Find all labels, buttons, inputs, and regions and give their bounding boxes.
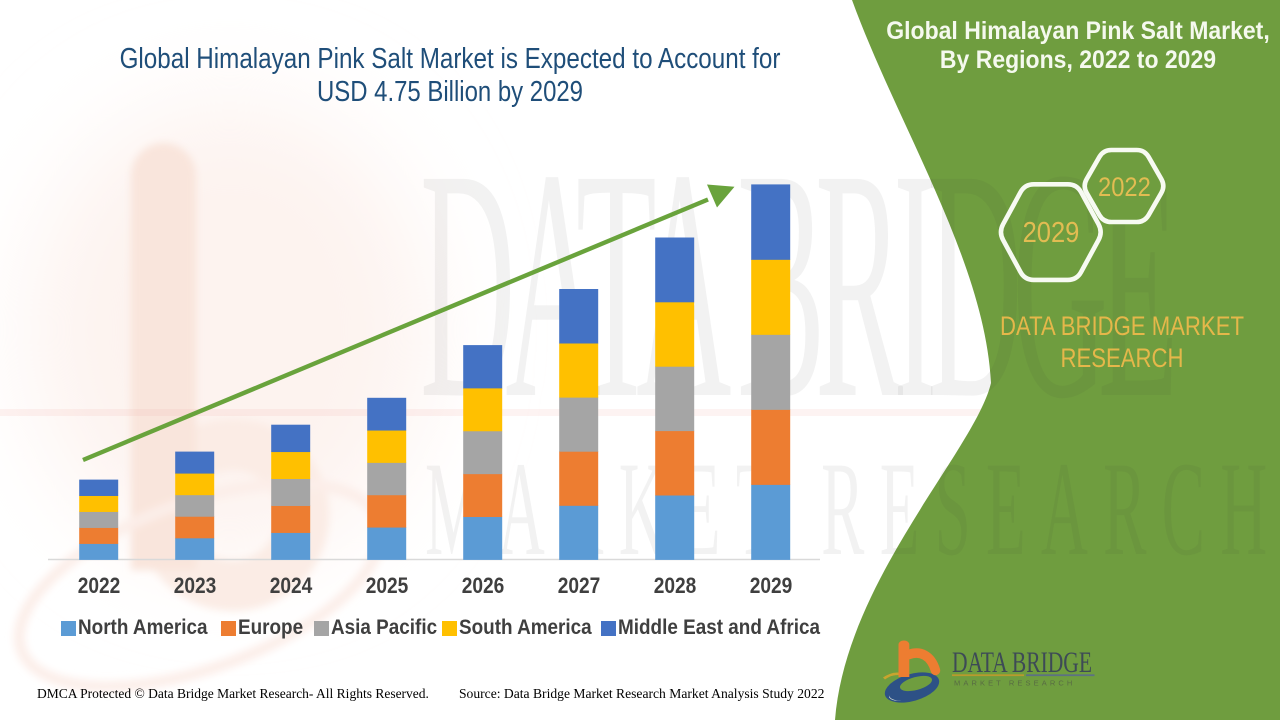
svg-text:DATA BRIDGE: DATA BRIDGE [952,646,1092,679]
svg-text:MARKET RESEARCH: MARKET RESEARCH [954,679,1075,688]
